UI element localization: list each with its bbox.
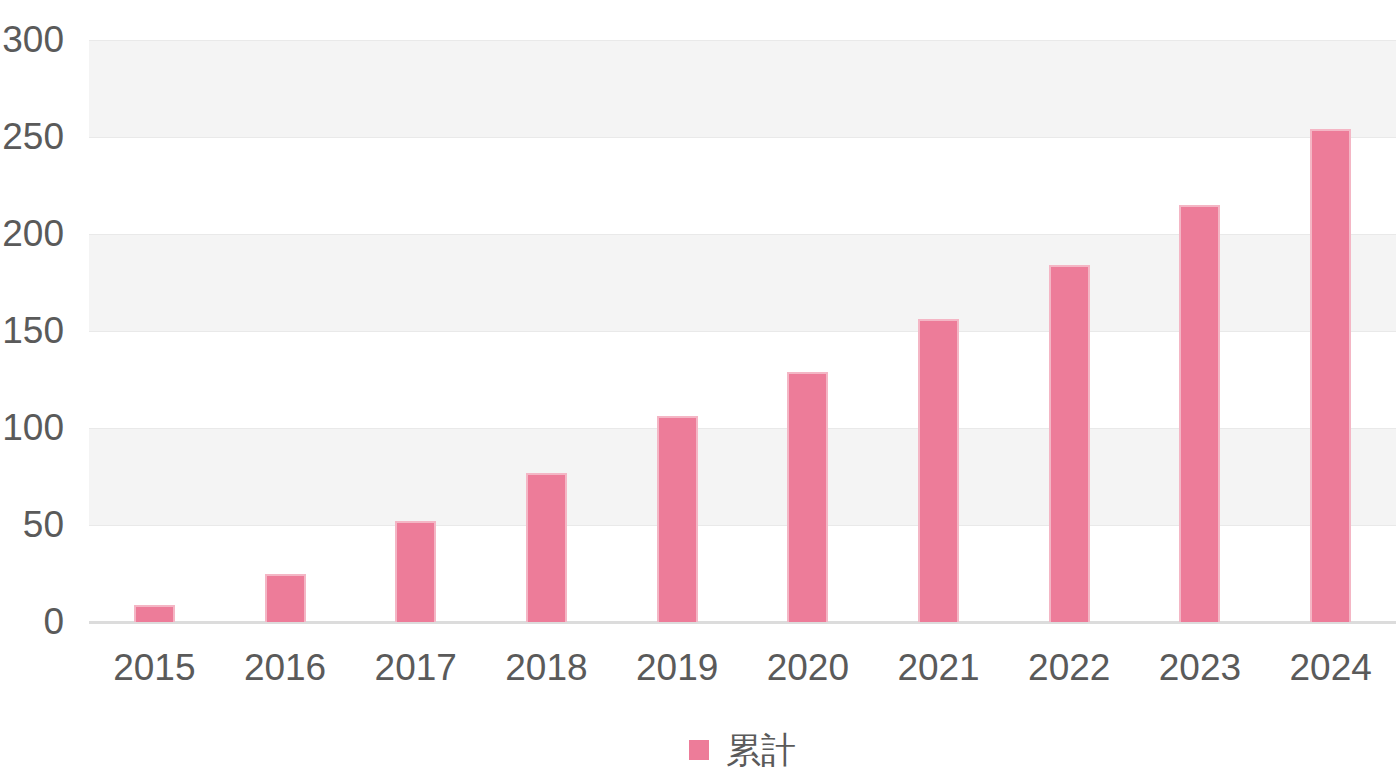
x-tick-label-2022: 2022 [1004,647,1135,689]
x-tick-label-2018: 2018 [481,647,612,689]
plot-area [89,40,1396,622]
bar-2015 [134,605,175,622]
gridline [89,40,1396,41]
y-tick-label-0: 0 [0,602,64,642]
legend-swatch [689,740,709,760]
bar-2018 [526,473,567,622]
gridline [89,137,1396,138]
y-tick-label-250: 250 [0,117,64,157]
bar-2024 [1310,129,1351,622]
x-tick-label-2015: 2015 [89,647,220,689]
chart-canvas: 050100150200250300 201520162017201820192… [0,0,1400,780]
bar-2017 [395,521,436,622]
y-tick-label-150: 150 [0,311,64,351]
y-tick-label-200: 200 [0,214,64,254]
x-tick-label-2017: 2017 [350,647,481,689]
x-tick-label-2023: 2023 [1134,647,1265,689]
plot-band [89,40,1396,137]
bar-2021 [918,319,959,622]
bar-2023 [1179,205,1220,622]
y-tick-label-50: 50 [0,505,64,545]
x-tick-label-2021: 2021 [873,647,1004,689]
y-tick-label-100: 100 [0,408,64,448]
x-tick-label-2020: 2020 [742,647,873,689]
bar-2019 [657,416,698,622]
y-tick-label-300: 300 [0,20,64,60]
x-tick-label-2016: 2016 [220,647,351,689]
x-tick-label-2024: 2024 [1265,647,1396,689]
bar-2016 [265,574,306,623]
legend-label: 累計 [726,730,796,770]
x-tick-label-2019: 2019 [612,647,743,689]
legend: 累計 [89,730,1396,770]
bar-2022 [1049,265,1090,622]
bar-2020 [787,372,828,622]
